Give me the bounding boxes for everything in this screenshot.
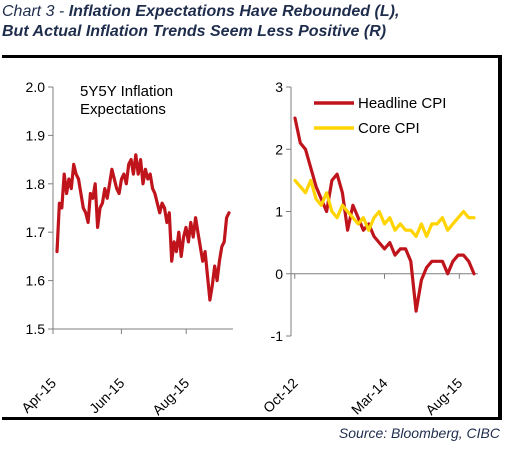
- annotation-line2: Expectations: [80, 101, 166, 118]
- y-tick-label: -1: [271, 328, 284, 344]
- series-core-cpi-line: [293, 178, 476, 238]
- y-tick-label: 1.7: [26, 224, 46, 240]
- x-tick-label: Aug-15: [422, 375, 465, 418]
- y-tick-label: 1.5: [26, 321, 46, 337]
- series-5y5y-line: [55, 153, 231, 302]
- title-prefix: Chart 3 -: [2, 3, 69, 20]
- x-tick-label: Jun-15: [86, 375, 128, 417]
- title-line2: But Actual Inflation Trends Seem Less Po…: [2, 23, 387, 40]
- source-note: Source: Bloomberg, CIBC: [338, 425, 500, 441]
- x-tick-label: Mar-14: [348, 375, 391, 418]
- frame-top-border: [2, 55, 502, 58]
- title-line1: Inflation Expectations Have Rebounded (L…: [68, 3, 400, 20]
- annotation-line1: 5Y5Y Inflation: [80, 83, 173, 100]
- y-tick-label: 2: [275, 141, 283, 157]
- x-tick-label: Aug-15: [149, 375, 192, 418]
- y-tick-label: 2.0: [26, 79, 46, 95]
- chart-frame: [2, 58, 502, 420]
- x-tick-label: Apr-15: [18, 375, 59, 416]
- y-tick-label: 1.6: [26, 273, 46, 289]
- y-tick-label: 1: [275, 204, 283, 220]
- legend-label-headline: Headline CPI: [358, 95, 446, 112]
- y-tick-label: 0: [275, 266, 283, 282]
- y-tick-label: 3: [275, 79, 283, 95]
- x-tick-label: Oct-12: [260, 375, 301, 416]
- y-tick-label: 1.9: [26, 127, 46, 143]
- chart-title: Chart 3 - Inflation Expectations Have Re…: [2, 2, 518, 42]
- series-headline-cpi-line: [293, 116, 476, 313]
- legend-label-core: Core CPI: [358, 120, 420, 137]
- y-tick-label: 1.8: [26, 176, 46, 192]
